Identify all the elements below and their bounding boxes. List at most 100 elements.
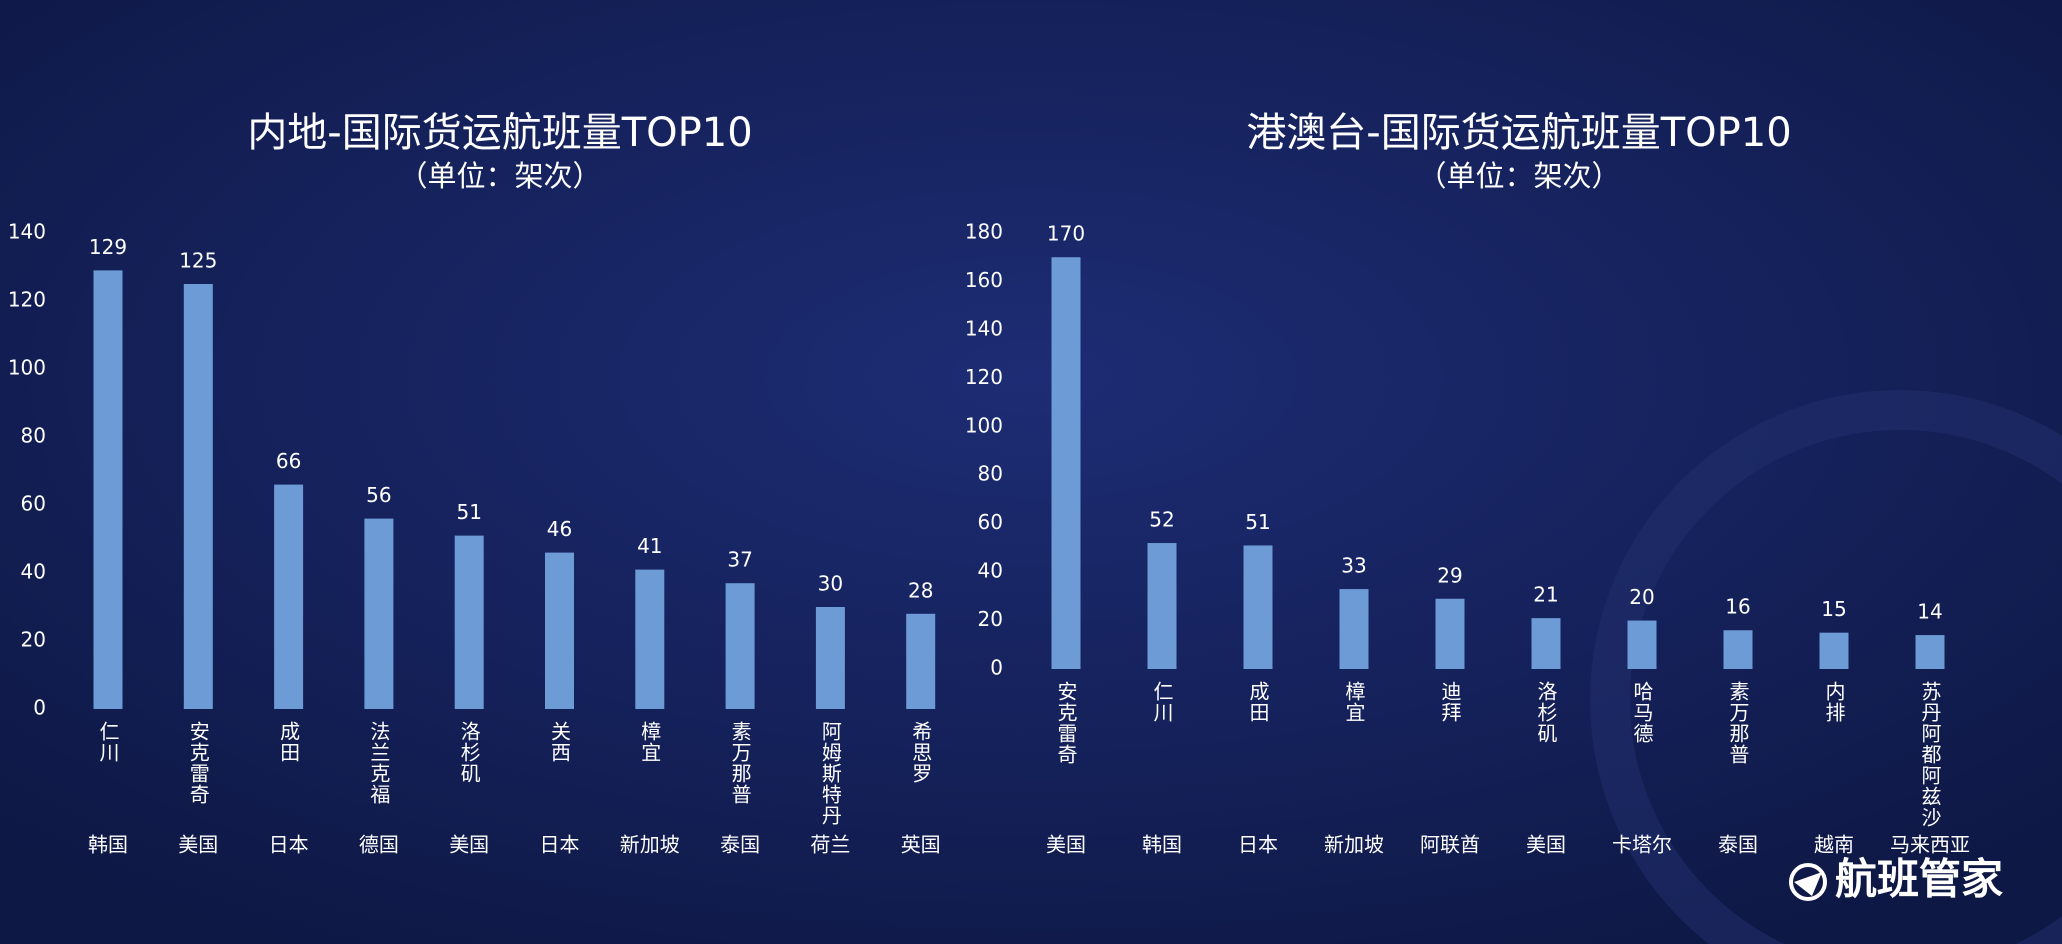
bar: [1819, 632, 1849, 669]
country-label: 日本: [1238, 833, 1278, 857]
x-tick-label: 洛杉矶: [457, 721, 481, 784]
bar: [183, 284, 213, 709]
value-label: 28: [908, 578, 933, 602]
y-tick-label: 140: [965, 316, 1003, 340]
value-label: 56: [366, 483, 391, 507]
chart-title: 内地-国际货运航班量TOP10: [247, 110, 752, 156]
watermark: [1590, 390, 2062, 944]
y-tick-label: 120: [8, 288, 46, 312]
y-tick-label: 100: [965, 413, 1003, 437]
country-label: 泰国: [720, 833, 760, 857]
country-label: 美国: [178, 833, 218, 857]
value-label: 15: [1821, 597, 1846, 621]
y-tick-label: 60: [21, 492, 46, 516]
x-tick-label: 樟宜: [1342, 681, 1366, 723]
country-label: 卡塔尔: [1612, 833, 1672, 857]
y-tick-label: 0: [990, 656, 1003, 680]
country-label: 德国: [359, 833, 399, 857]
logo-icon: [1789, 863, 1827, 901]
y-tick-label: 100: [8, 356, 46, 380]
x-tick-label: 苏丹阿都阿兹沙: [1918, 681, 1942, 828]
x-tick-label: 哈马德: [1630, 681, 1654, 744]
country-label: 韩国: [88, 833, 128, 857]
value-label: 51: [1245, 510, 1270, 534]
value-label: 66: [276, 449, 301, 473]
bar: [1531, 618, 1561, 669]
value-label: 170: [1047, 222, 1085, 246]
x-tick-label: 樟宜: [638, 721, 662, 763]
country-label: 韩国: [1142, 833, 1182, 857]
value-label: 30: [818, 572, 843, 596]
x-tick-label: 素万那普: [728, 721, 752, 805]
value-label: 41: [637, 534, 662, 558]
y-tick-label: 40: [21, 560, 46, 584]
y-tick-label: 180: [965, 220, 1003, 244]
country-label: 新加坡: [620, 833, 680, 857]
value-label: 21: [1533, 583, 1558, 607]
country-label: 美国: [1046, 833, 1086, 857]
bar: [635, 569, 665, 709]
value-label: 20: [1629, 585, 1654, 609]
y-tick-label: 0: [33, 696, 46, 720]
x-tick-label: 仁川: [96, 721, 120, 763]
bar: [1243, 545, 1273, 669]
x-tick-label: 内排: [1822, 681, 1846, 723]
bar: [454, 535, 484, 709]
value-label: 33: [1341, 554, 1366, 578]
bar: [1915, 635, 1945, 669]
value-label: 16: [1725, 595, 1750, 619]
bar: [1723, 630, 1753, 669]
value-label: 125: [179, 249, 217, 273]
y-tick-label: 80: [978, 462, 1003, 486]
bar: [1051, 257, 1081, 669]
value-label: 29: [1437, 563, 1462, 587]
bar: [1339, 589, 1369, 669]
bar: [725, 583, 755, 709]
value-label: 46: [547, 517, 572, 541]
country-label: 越南: [1814, 833, 1854, 857]
country-label: 美国: [1526, 833, 1566, 857]
y-tick-label: 160: [965, 268, 1003, 292]
x-tick-label: 法兰克福: [367, 721, 391, 805]
bar: [1147, 543, 1177, 669]
x-tick-label: 安克雷奇: [1054, 681, 1078, 765]
bar: [1627, 620, 1657, 669]
country-label: 新加坡: [1324, 833, 1384, 857]
country-label: 阿联酋: [1420, 833, 1480, 857]
chart-subtitle: （单位：架次）: [1417, 159, 1620, 193]
value-label: 51: [456, 500, 481, 524]
y-tick-label: 140: [8, 220, 46, 244]
x-tick-label: 阿姆斯特丹: [818, 721, 842, 826]
bar: [93, 270, 123, 709]
y-tick-label: 20: [978, 607, 1003, 631]
bar: [364, 518, 394, 709]
bar: [274, 484, 304, 709]
value-label: 129: [89, 235, 127, 259]
x-tick-label: 成田: [1246, 681, 1270, 723]
x-tick-label: 仁川: [1150, 681, 1174, 723]
y-tick-label: 60: [978, 510, 1003, 534]
chart-title: 港澳台-国际货运航班量TOP10: [1246, 110, 1791, 156]
y-tick-label: 20: [21, 628, 46, 652]
bar: [1435, 598, 1465, 669]
country-label: 荷兰: [810, 833, 850, 857]
value-label: 52: [1149, 508, 1174, 532]
country-label: 泰国: [1718, 833, 1758, 857]
y-tick-label: 40: [978, 559, 1003, 583]
x-tick-label: 成田: [277, 721, 301, 763]
x-tick-label: 关西: [548, 721, 572, 763]
x-tick-label: 希思罗: [909, 721, 933, 784]
bar: [545, 552, 574, 709]
y-tick-label: 120: [965, 365, 1003, 389]
x-tick-label: 素万那普: [1726, 681, 1750, 765]
brand-name: 航班管家: [1835, 855, 2003, 904]
country-label: 美国: [449, 833, 489, 857]
x-tick-label: 迪拜: [1438, 681, 1462, 723]
value-label: 14: [1917, 600, 1942, 624]
bar: [906, 613, 936, 709]
country-label: 马来西亚: [1890, 833, 1970, 857]
brand-logo: 航班管家: [1789, 855, 2003, 904]
country-label: 英国: [901, 833, 941, 857]
y-tick-label: 80: [21, 424, 46, 448]
